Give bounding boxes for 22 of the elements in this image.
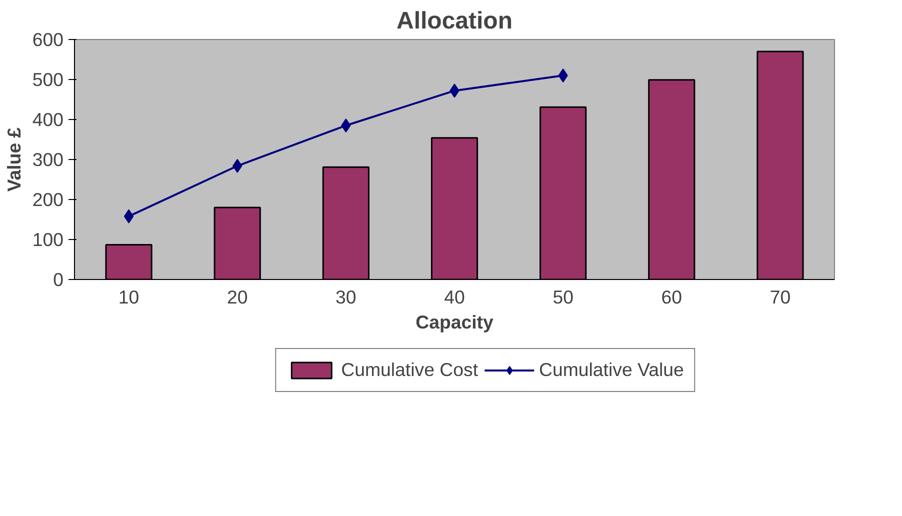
y-tick-label: 500 bbox=[32, 69, 64, 90]
y-axis-title: Value £ bbox=[3, 126, 24, 192]
x-tick-label: 60 bbox=[661, 286, 682, 308]
x-tick-label: 40 bbox=[444, 286, 465, 308]
x-tick-label: 10 bbox=[118, 286, 140, 308]
y-tick-label: 200 bbox=[32, 189, 64, 210]
y-tick-label: 600 bbox=[32, 29, 64, 50]
point bbox=[341, 118, 351, 132]
x-tick-label: 70 bbox=[770, 286, 791, 308]
legend-label: Cumulative Cost bbox=[341, 359, 478, 381]
y-tick-label: 100 bbox=[32, 229, 64, 250]
y-tick-label: 400 bbox=[32, 109, 64, 130]
point bbox=[124, 209, 134, 224]
y-tick-label: 0 bbox=[53, 269, 64, 290]
legend-label: Cumulative Value bbox=[539, 359, 684, 381]
x-tick-label: 30 bbox=[336, 286, 356, 308]
y-tick-label: 300 bbox=[32, 149, 64, 170]
x-tick-label: 20 bbox=[226, 286, 248, 308]
chart-title: Allocation bbox=[396, 8, 513, 34]
point bbox=[558, 68, 568, 82]
x-tick-label: 50 bbox=[552, 286, 574, 308]
x-axis-title: Capacity bbox=[416, 312, 494, 332]
